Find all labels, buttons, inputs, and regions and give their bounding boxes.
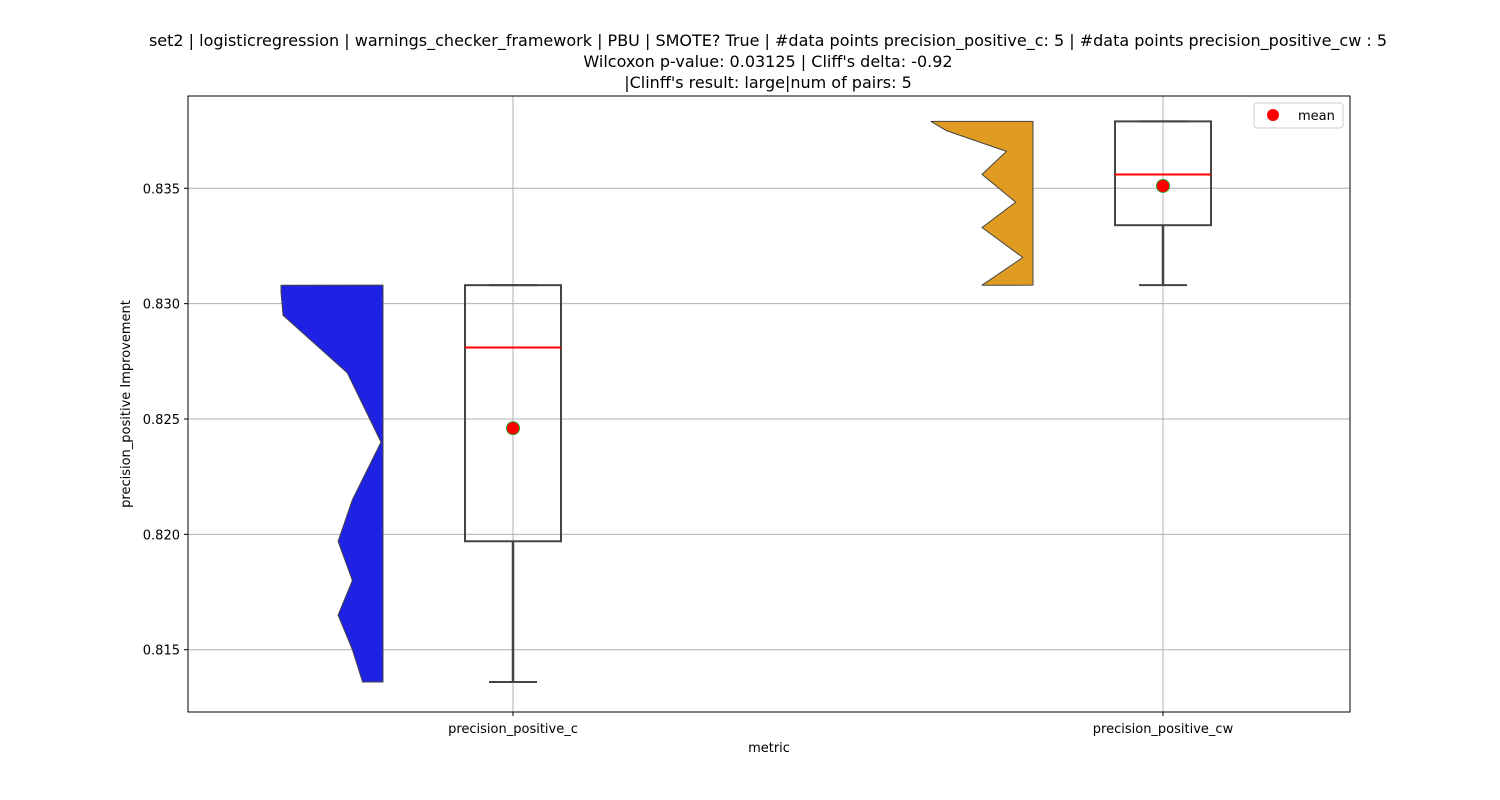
violins xyxy=(280,120,1034,683)
violin-precision_positive_cw xyxy=(930,120,1034,286)
legend-mean-label: mean xyxy=(1298,109,1335,124)
y-axis-label: precision_positive Improvement xyxy=(119,300,134,508)
y-tick-label-4: 0.835 xyxy=(143,182,180,197)
legend: mean xyxy=(1253,102,1344,129)
y-tick-label-0: 0.815 xyxy=(143,644,180,659)
y-tick-label-3: 0.830 xyxy=(143,298,180,313)
title-line-2: Wilcoxon p-value: 0.03125 | Cliff's delt… xyxy=(583,52,952,71)
y-tick-label-1: 0.820 xyxy=(143,528,180,543)
box-precision_positive_c xyxy=(464,284,562,684)
plot-frame xyxy=(187,95,1351,713)
legend-mean-marker xyxy=(1267,109,1279,121)
title-line-1: set2 | logisticregression | warnings_che… xyxy=(149,31,1387,51)
x-tick-label-0: precision_positive_c xyxy=(448,722,578,737)
mean-marker-precision_positive_cw xyxy=(1156,178,1170,193)
x-axis-ticks: precision_positive_c precision_positive_c… xyxy=(448,712,1234,737)
box-precision_positive_cw xyxy=(1114,120,1212,287)
title-line-3: |Clinff's result: large|num of pairs: 5 xyxy=(624,73,912,92)
y-axis-ticks: 0.815 0.820 0.825 0.830 0.835 xyxy=(143,182,188,659)
box-rect-precision_positive_c xyxy=(464,284,562,543)
x-axis-label: metric xyxy=(748,741,790,756)
chart-title: set2 | logisticregression | warnings_che… xyxy=(149,31,1387,92)
box-plots xyxy=(464,120,1212,684)
box-rect-precision_positive_cw xyxy=(1114,120,1212,227)
y-tick-label-2: 0.825 xyxy=(143,413,180,428)
x-tick-label-1: precision_positive_cw xyxy=(1093,722,1234,737)
legend-frame xyxy=(1253,102,1344,129)
mean-marker-precision_positive_c xyxy=(506,421,520,436)
violin-precision_positive_c xyxy=(280,284,384,683)
